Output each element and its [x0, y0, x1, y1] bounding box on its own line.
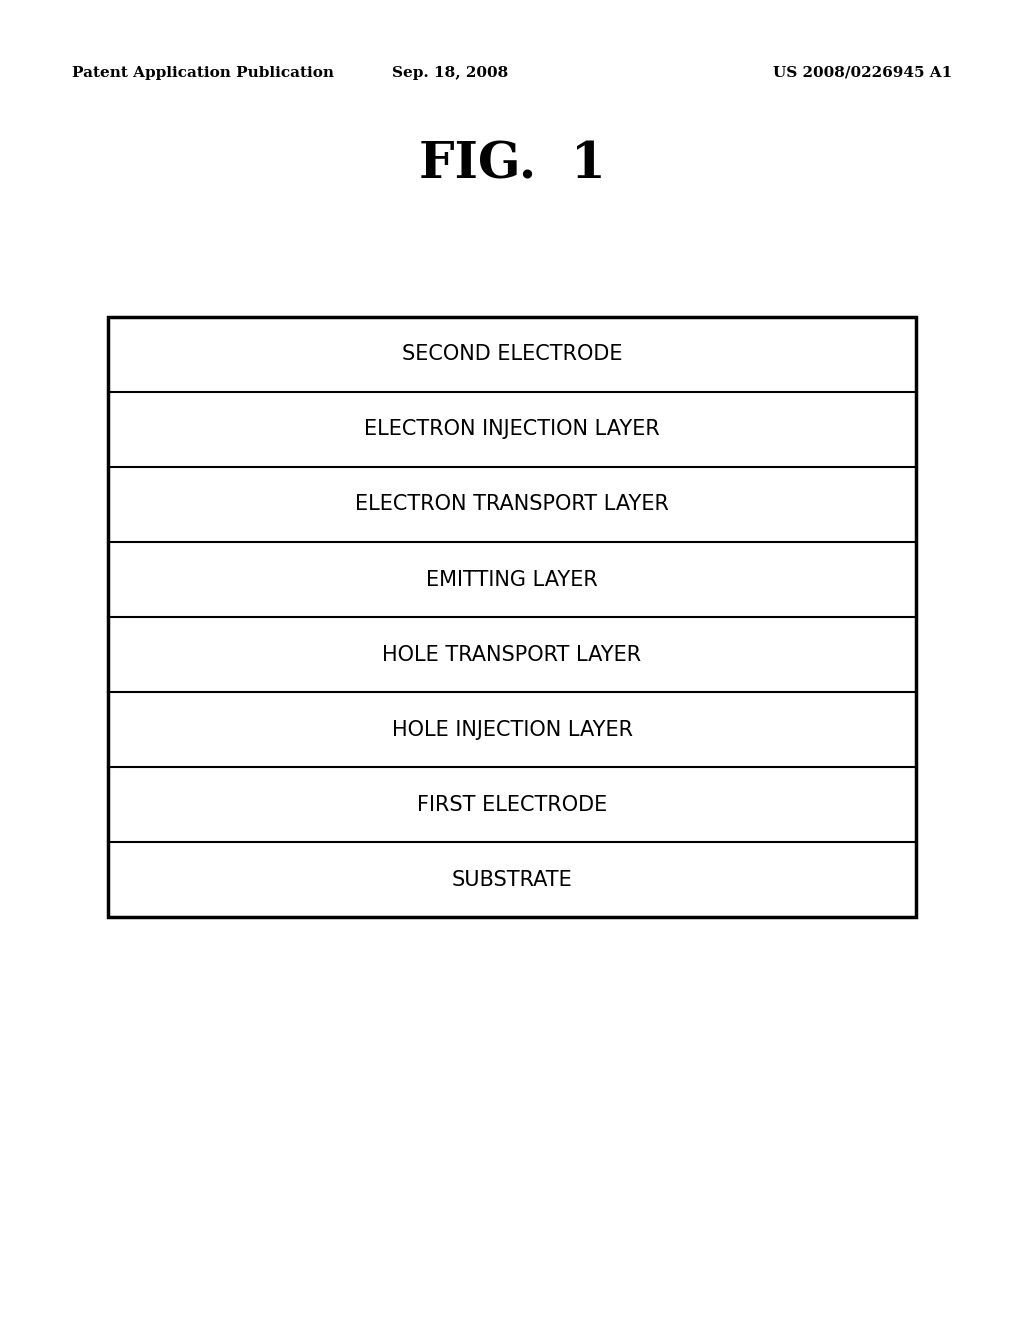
Text: FIRST ELECTRODE: FIRST ELECTRODE — [417, 795, 607, 814]
Text: HOLE TRANSPORT LAYER: HOLE TRANSPORT LAYER — [382, 644, 642, 665]
Text: Sep. 18, 2008: Sep. 18, 2008 — [392, 66, 509, 79]
Text: SECOND ELECTRODE: SECOND ELECTRODE — [401, 345, 623, 364]
Text: FIG.  1: FIG. 1 — [419, 140, 605, 190]
Text: SUBSTRATE: SUBSTRATE — [452, 870, 572, 890]
Text: EMITTING LAYER: EMITTING LAYER — [426, 569, 598, 590]
Text: US 2008/0226945 A1: US 2008/0226945 A1 — [773, 66, 952, 79]
Text: ELECTRON TRANSPORT LAYER: ELECTRON TRANSPORT LAYER — [355, 495, 669, 515]
Text: ELECTRON INJECTION LAYER: ELECTRON INJECTION LAYER — [365, 420, 659, 440]
Text: Patent Application Publication: Patent Application Publication — [72, 66, 334, 79]
Bar — [108, 317, 916, 917]
Text: HOLE INJECTION LAYER: HOLE INJECTION LAYER — [391, 719, 633, 739]
